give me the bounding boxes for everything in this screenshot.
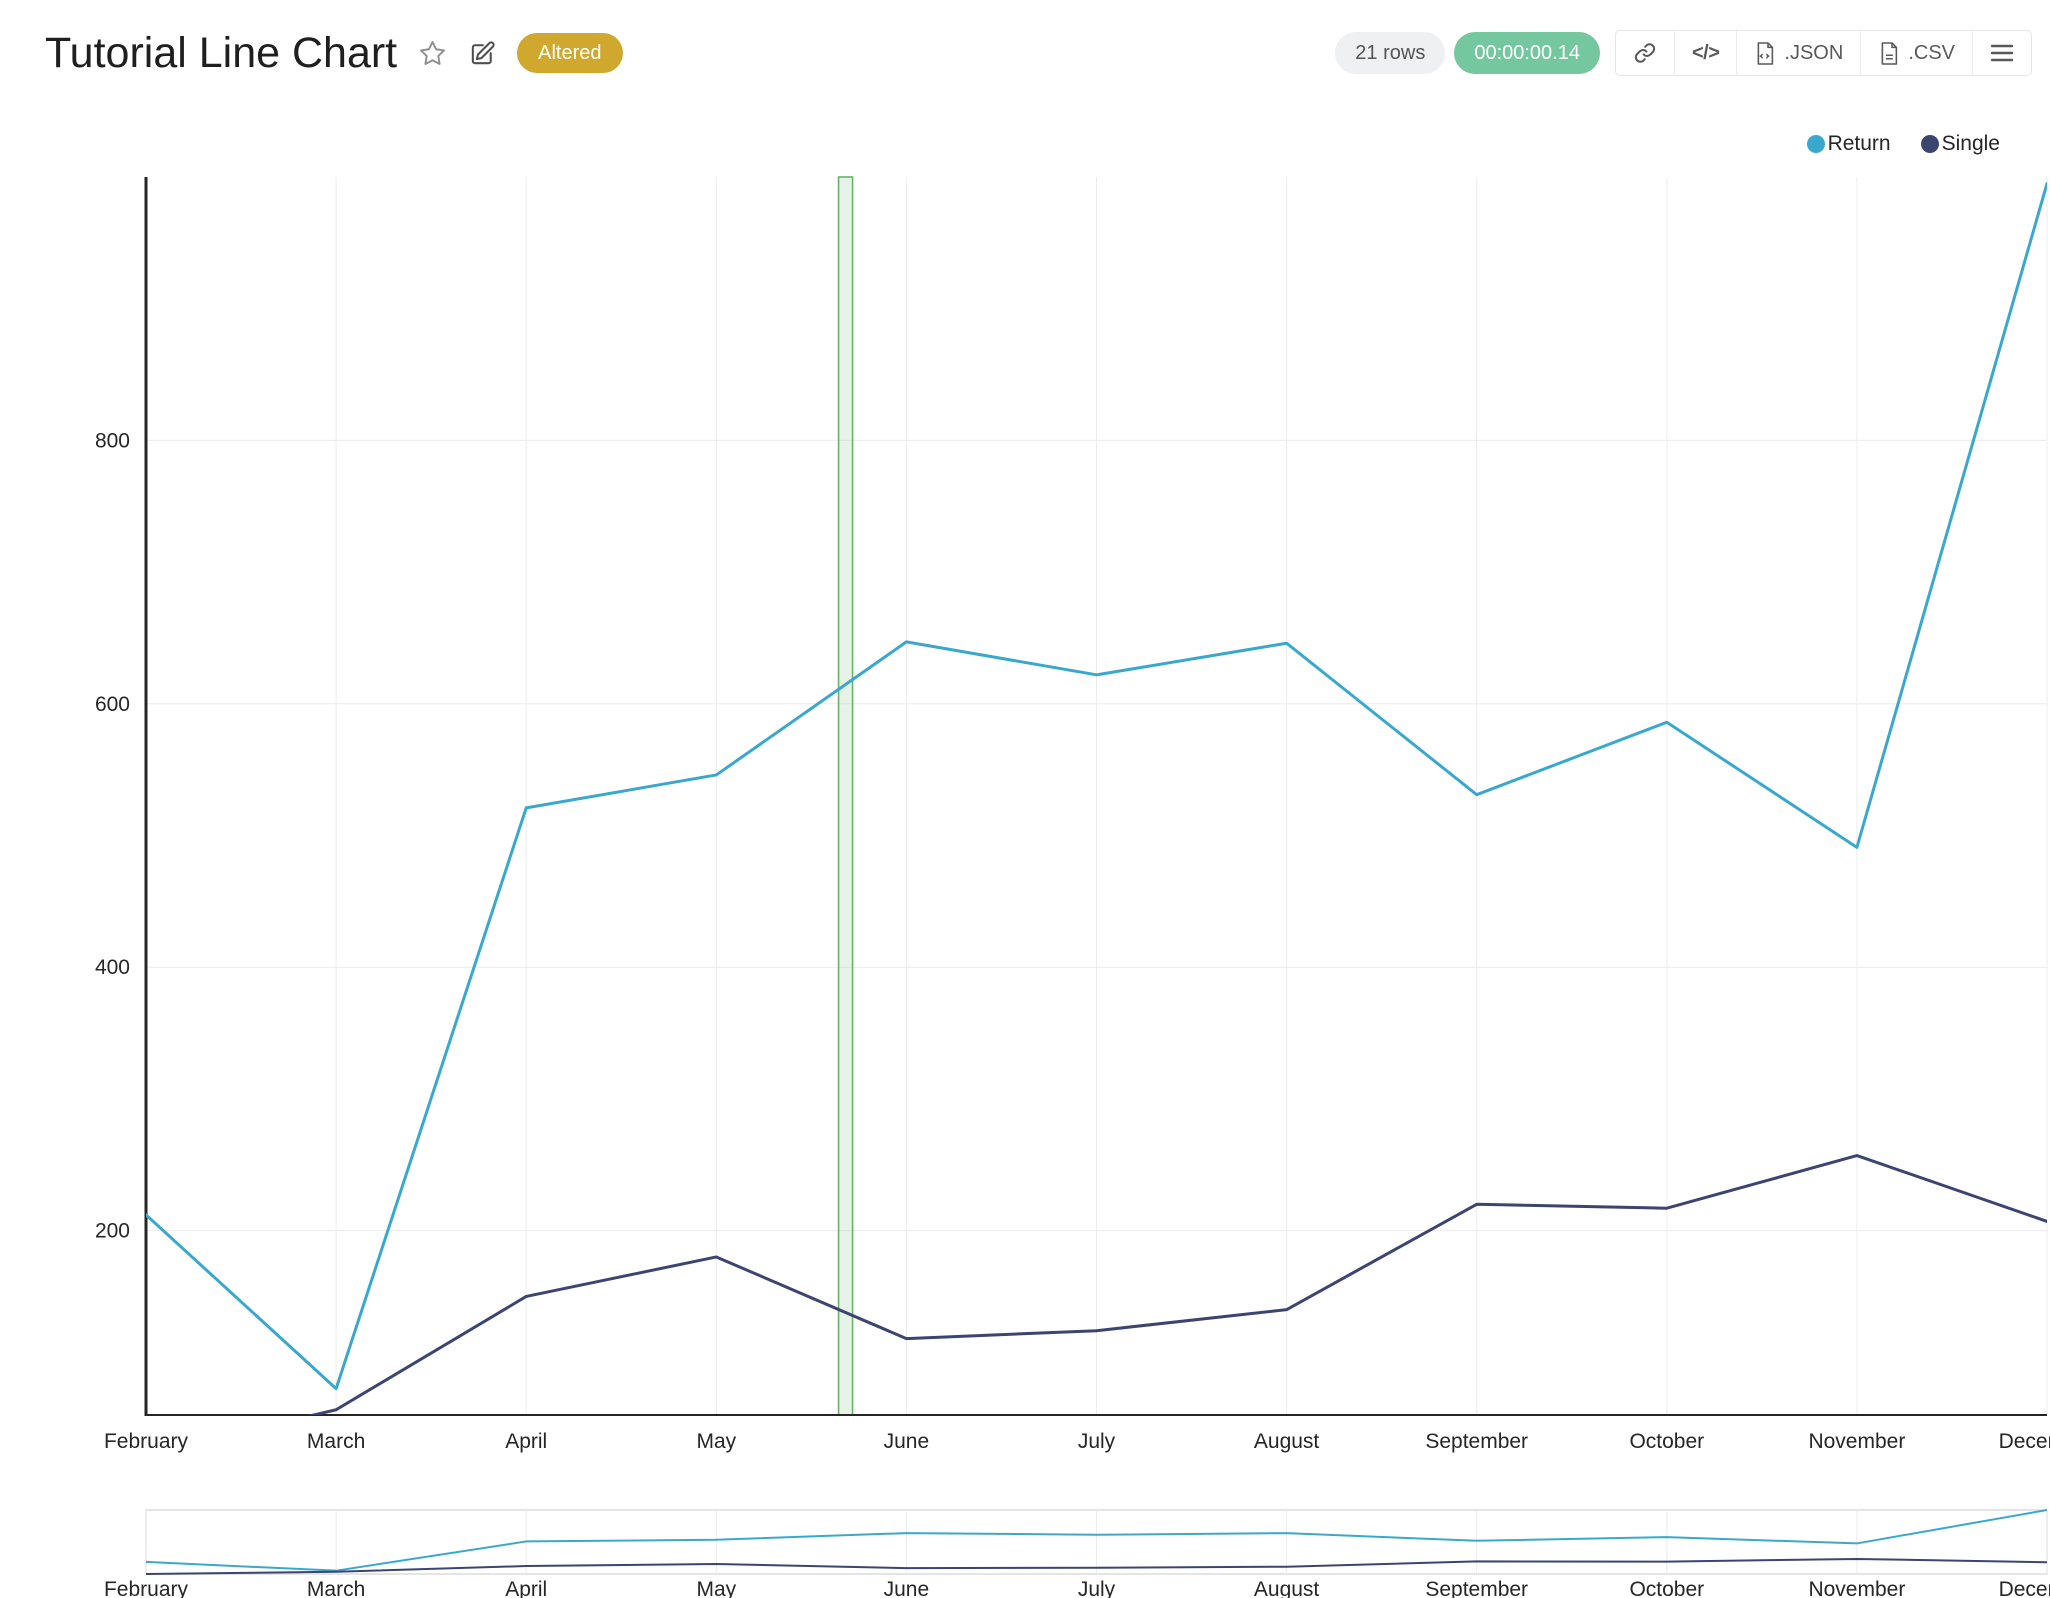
altered-badge: Altered <box>517 33 623 73</box>
file-json-icon <box>1757 41 1774 65</box>
star-outline-icon <box>420 40 446 65</box>
svg-text:June: June <box>884 1430 930 1453</box>
svg-text:May: May <box>696 1430 736 1453</box>
svg-text:November: November <box>1808 1430 1905 1453</box>
download-json-button[interactable]: .JSON <box>1736 31 1861 75</box>
svg-text:600: 600 <box>95 693 130 716</box>
svg-text:August: August <box>1254 1578 1320 1598</box>
svg-text:November: November <box>1808 1578 1905 1598</box>
svg-text:April: April <box>505 1578 547 1598</box>
gridlines <box>145 177 2048 1415</box>
svg-text:March: March <box>307 1430 365 1453</box>
svg-text:December: December <box>1999 1578 2050 1598</box>
svg-text:400: 400 <box>95 956 130 979</box>
row-count-badge: 21 rows <box>1335 32 1446 74</box>
chart-legend: Return Single <box>1806 132 2000 156</box>
csv-button-label: .CSV <box>1908 41 1955 64</box>
code-icon: </> <box>1691 41 1720 64</box>
execution-time-badge: 00:00:00.14 <box>1454 32 1600 74</box>
header-toolbar: 21 rows 00:00:00.14 </> .J <box>1335 30 2032 76</box>
page-header: Tutorial Line Chart Altered 21 rows 00:0… <box>0 0 2050 106</box>
link-icon <box>1634 43 1656 63</box>
svg-text:800: 800 <box>95 429 130 452</box>
series-line-return[interactable] <box>146 182 2047 1391</box>
legend-item-single[interactable]: Single <box>1920 132 2000 156</box>
legend-label-return: Return <box>1827 132 1891 155</box>
svg-text:July: July <box>1078 1578 1116 1598</box>
x-axis-labels: February March April May June July August Septe… <box>104 1430 2050 1453</box>
rangeslider-axis-labels: February March April May June July August Septe… <box>104 1578 2050 1598</box>
highlight-band <box>837 176 854 1416</box>
edit-title-button[interactable] <box>468 39 497 68</box>
legend-swatch-return <box>1806 135 1825 153</box>
svg-text:August: August <box>1254 1430 1320 1453</box>
json-button-label: .JSON <box>1784 41 1844 64</box>
svg-text:October: October <box>1629 1578 1704 1598</box>
rangeslider[interactable] <box>145 1509 2048 1575</box>
svg-text:September: September <box>1425 1578 1528 1598</box>
embed-code-button[interactable]: </> <box>1673 31 1737 75</box>
svg-text:June: June <box>884 1578 930 1598</box>
svg-text:April: April <box>505 1430 547 1453</box>
favorite-star-button[interactable] <box>417 38 448 69</box>
series-line-single[interactable] <box>146 1154 2047 1455</box>
page-title[interactable]: Tutorial Line Chart <box>45 28 398 77</box>
download-csv-button[interactable]: .CSV <box>1860 31 1972 75</box>
svg-text:December: December <box>1999 1430 2050 1453</box>
svg-text:March: March <box>307 1578 365 1598</box>
svg-text:February: February <box>104 1430 189 1453</box>
share-link-button[interactable] <box>1615 31 1674 75</box>
legend-item-return[interactable]: Return <box>1806 132 1891 156</box>
legend-label-single: Single <box>1941 132 2000 155</box>
svg-text:September: September <box>1425 1430 1528 1453</box>
rangeslider-line-single <box>145 1557 2048 1575</box>
hamburger-menu-icon <box>1990 44 2014 62</box>
menu-button[interactable] <box>1972 31 2031 75</box>
svg-text:July: July <box>1078 1430 1116 1453</box>
export-button-group: </> .JSON .CSV <box>1614 30 2032 76</box>
svg-text:October: October <box>1629 1430 1704 1453</box>
svg-text:February: February <box>104 1578 189 1598</box>
svg-text:May: May <box>696 1578 736 1598</box>
series-lines[interactable] <box>146 182 2047 1455</box>
rangeslider-line-return <box>145 1509 2048 1572</box>
edit-pencil-icon <box>471 40 495 64</box>
title-group: Tutorial Line Chart Altered <box>45 29 623 78</box>
svg-text:200: 200 <box>95 1220 130 1243</box>
y-tick-labels: 200 400 600 800 <box>95 429 130 1242</box>
legend-swatch-single <box>1920 135 1939 153</box>
file-csv-icon <box>1881 41 1898 65</box>
